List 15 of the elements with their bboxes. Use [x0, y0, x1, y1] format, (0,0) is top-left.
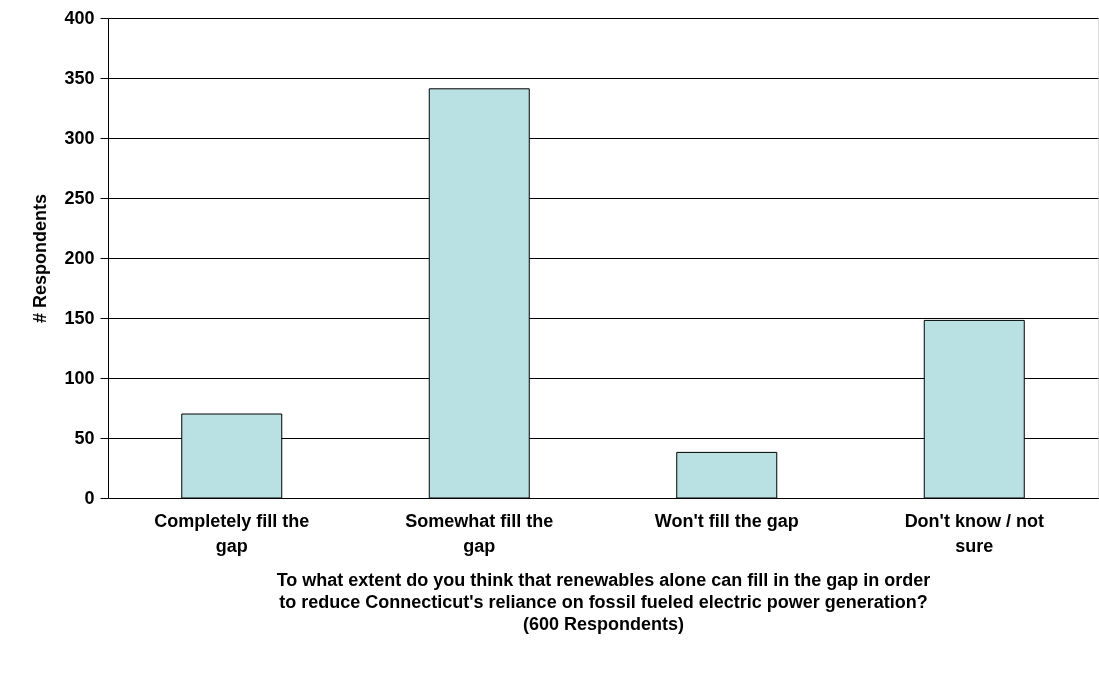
- y-tick-label: 350: [64, 67, 95, 88]
- y-tick-label: 400: [64, 7, 95, 28]
- y-tick-label: 100: [64, 367, 95, 388]
- x-tick-label: Completely fill the gap: [154, 510, 310, 556]
- x-axis-title: To what extent do you think that renewables alone can fill in the gap in order to reduce Connecticut's reliance on fossil fueled electric power generation? (600 Respondents): [276, 569, 931, 634]
- y-tick-label: 0: [84, 487, 95, 508]
- x-tick-label: Don't know / not sure: [904, 510, 1044, 556]
- y-tick-label: 150: [64, 307, 95, 328]
- y-tick-label: 300: [64, 127, 95, 148]
- y-tick-label: 200: [64, 247, 95, 268]
- x-tick-label: Won't fill the gap: [654, 510, 799, 531]
- y-axis-title: # Respondents: [30, 193, 51, 324]
- y-tick-label: 50: [74, 427, 95, 448]
- y-tick-label: 250: [64, 187, 95, 208]
- x-tick-label: Somewhat fill the gap: [405, 510, 554, 556]
